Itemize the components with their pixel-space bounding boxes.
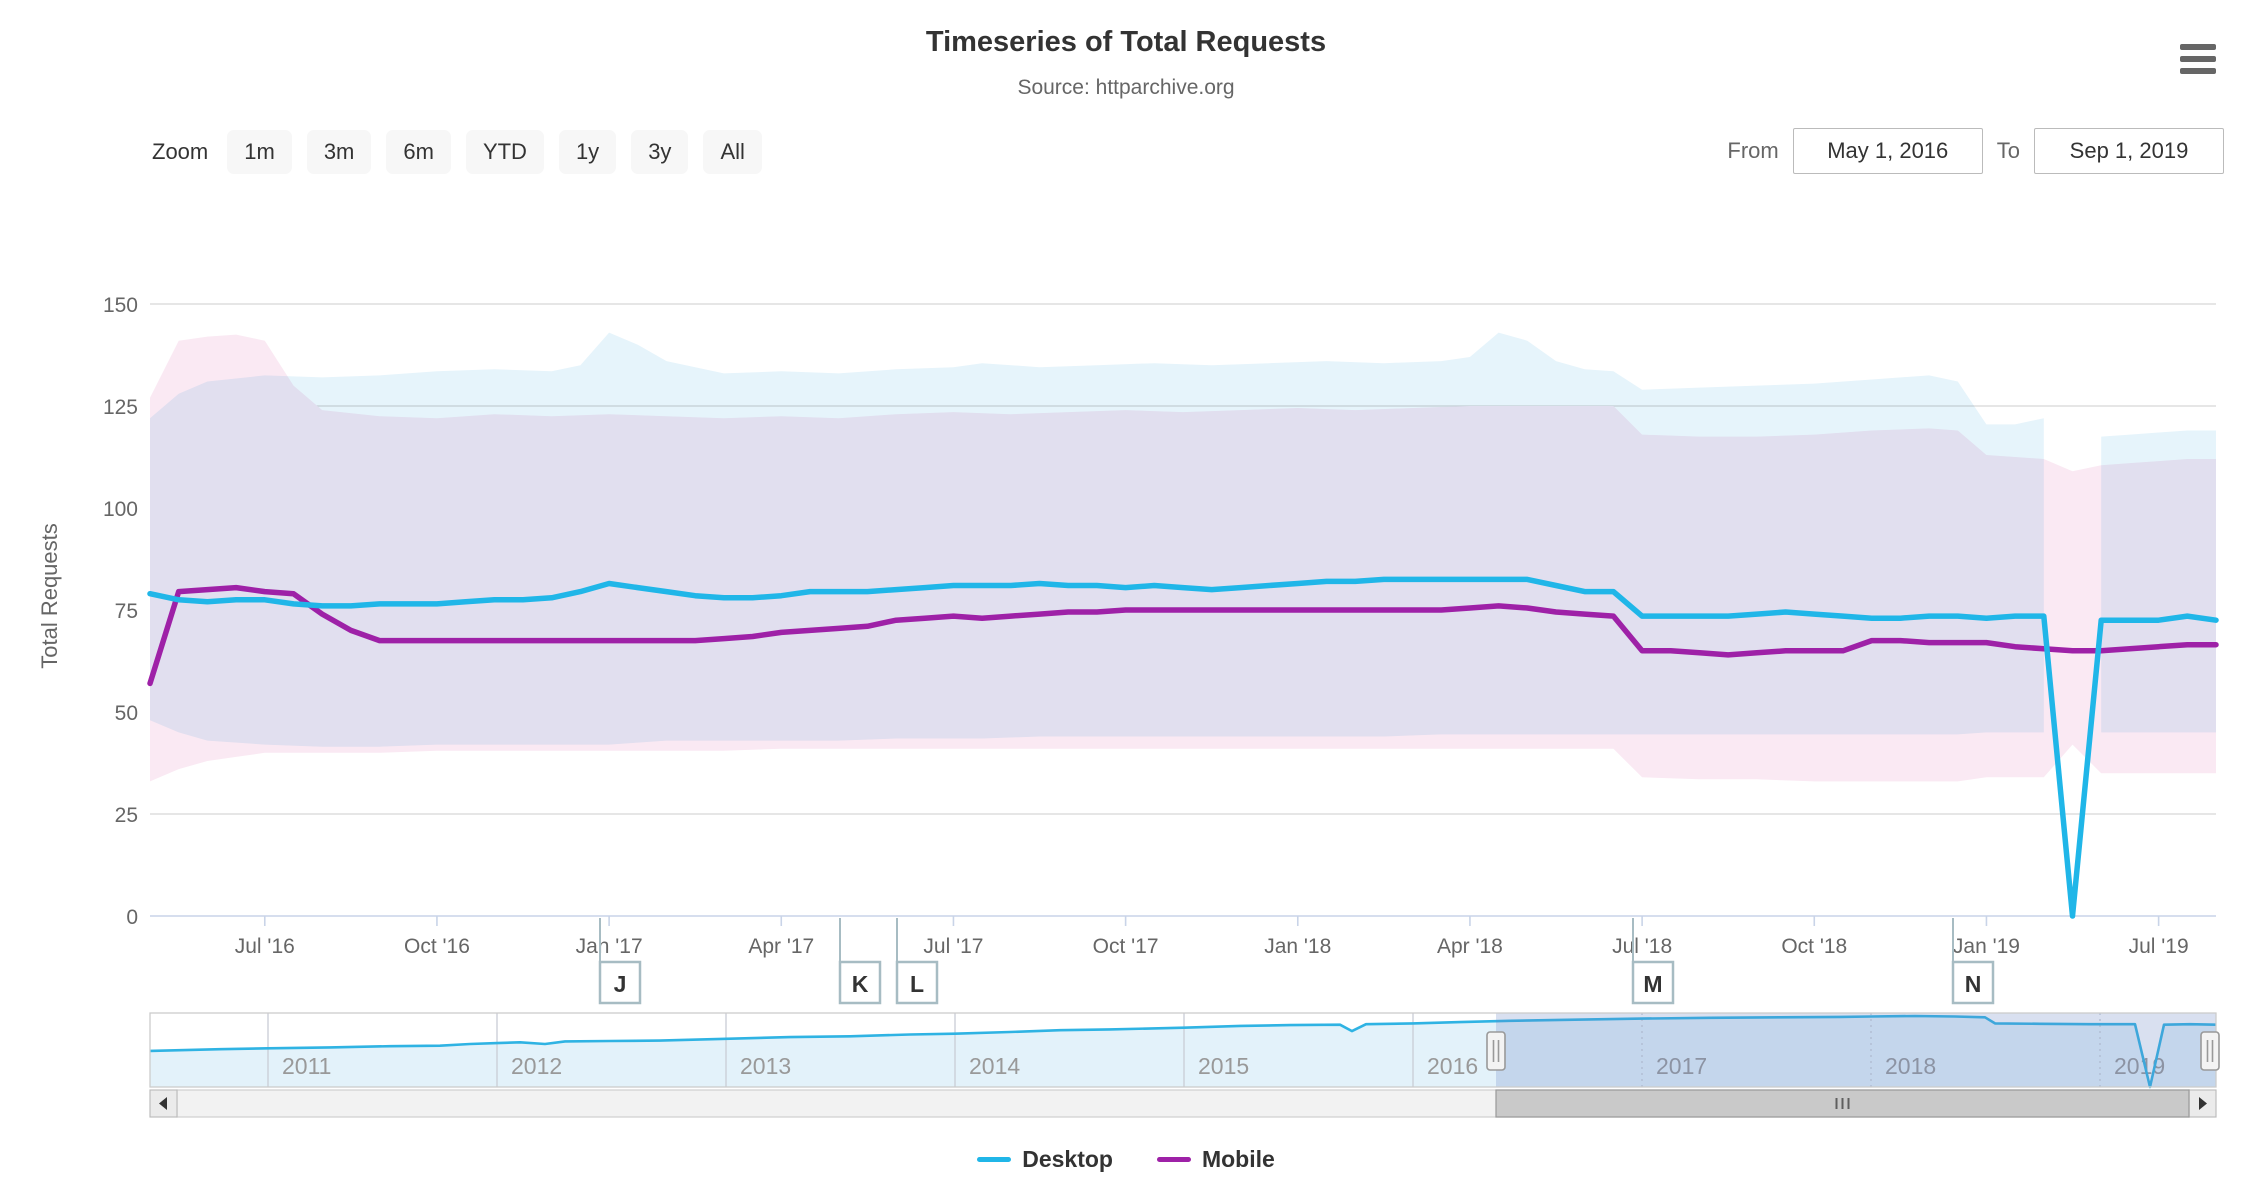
flag-marker-J[interactable]: J: [598, 918, 642, 1005]
flag-label-M: M: [1643, 971, 1662, 997]
navigator-year-label-2012: 2012: [511, 1053, 562, 1079]
zoom-button-6m[interactable]: 6m: [386, 130, 451, 174]
navigator-year-label-2013: 2013: [740, 1053, 791, 1079]
mobile-line[interactable]: [147, 584, 2219, 687]
to-label: To: [1996, 138, 2020, 163]
date-range-row: From To: [1727, 128, 2224, 174]
flag-label-K: K: [852, 971, 869, 997]
from-date-input[interactable]: [1792, 128, 1983, 174]
desktop-line[interactable]: [147, 576, 2219, 919]
legend-label: Mobile: [1201, 1146, 1275, 1172]
desktop-range-band-2: [2101, 430, 2216, 733]
navigator[interactable]: 201120122013201420152016201720182019: [149, 1012, 2220, 1089]
legend-swatch-desktop: [977, 1157, 1012, 1162]
zoom-button-1y[interactable]: 1y: [558, 130, 617, 174]
x-tick-label: Jan '18: [1264, 935, 1331, 958]
x-tick-label: Oct '17: [1093, 935, 1159, 958]
navigator-right-handle[interactable]: [2200, 1031, 2220, 1071]
flag-box-M[interactable]: [1631, 960, 1675, 1005]
y-tick-label-125: 125: [103, 396, 138, 419]
zoom-button-1m[interactable]: 1m: [227, 130, 292, 174]
flag-box-N[interactable]: [1951, 960, 1995, 1005]
flag-marker-N[interactable]: N: [1951, 918, 1995, 1005]
to-date-input[interactable]: [2034, 128, 2224, 174]
x-tick-label: Jan '17: [576, 935, 643, 958]
navigator-year-label-2018: 2018: [1885, 1053, 1936, 1079]
x-tick-label: Oct '16: [404, 935, 470, 958]
y-tick-label-50: 50: [115, 702, 138, 725]
y-axis-title: Total Requests: [37, 523, 62, 669]
flag-label-J: J: [614, 971, 627, 997]
scrollbar-right-arrow-icon: [2199, 1097, 2207, 1110]
x-tick-label: Apr '17: [748, 935, 814, 958]
from-label: From: [1727, 138, 1779, 163]
x-tick-label: Jul '16: [235, 935, 295, 958]
y-tick-label-25: 25: [115, 804, 138, 827]
legend-item-desktop[interactable]: Desktop: [977, 1146, 1113, 1173]
flag-box-L[interactable]: [895, 960, 939, 1005]
chart-legend: Desktop Mobile: [0, 1146, 2252, 1173]
zoom-button-3y[interactable]: 3y: [631, 130, 689, 174]
zoom-button-all[interactable]: All: [703, 130, 762, 174]
navigator-area: [150, 1016, 2216, 1087]
x-tick-label: Apr '18: [1437, 935, 1503, 958]
legend-label: Desktop: [1022, 1146, 1113, 1172]
flag-marker-M[interactable]: M: [1631, 918, 1675, 1005]
hamburger-icon[interactable]: [2180, 42, 2216, 76]
navigator-year-label-2014: 2014: [969, 1053, 1020, 1079]
x-tick-label: Oct '18: [1781, 935, 1847, 958]
y-tick-label-150: 150: [103, 294, 138, 317]
flag-marker-L[interactable]: L: [895, 918, 939, 1005]
zoom-label: Zoom: [152, 139, 209, 164]
scrollbar[interactable]: [149, 1089, 2217, 1118]
scrollbar-left-arrow-icon: [159, 1097, 167, 1110]
handle-grip-box[interactable]: [2200, 1031, 2220, 1071]
range-bands-layer: [150, 332, 2216, 782]
y-tick-label-75: 75: [115, 600, 138, 623]
x-tick-label: Jul '18: [1612, 935, 1672, 958]
flag-box-J[interactable]: [598, 960, 642, 1005]
desktop-range-band-1: [150, 332, 2044, 747]
handle-grip-box[interactable]: [1486, 1031, 1506, 1071]
x-tick-label: Jul '17: [923, 935, 983, 958]
navigator-year-label-2016: 2016: [1427, 1053, 1478, 1079]
navigator-left-handle[interactable]: [1486, 1031, 1506, 1071]
scrollbar-thumb[interactable]: [1495, 1089, 2190, 1118]
y-tick-label-0: 0: [126, 906, 138, 929]
y-tick-label-100: 100: [103, 498, 138, 521]
page-title: Timeseries of Total Requests: [925, 26, 1327, 58]
zoom-button-row: Zoom 1m 3m 6m YTD 1y 3y All: [152, 130, 762, 174]
legend-swatch-mobile: [1156, 1157, 1191, 1162]
flag-label-L: L: [910, 971, 924, 997]
navigator-line: [149, 1014, 2217, 1089]
zoom-button-3m[interactable]: 3m: [306, 130, 372, 174]
legend-item-mobile[interactable]: Mobile: [1156, 1146, 1275, 1173]
navigator-year-label-2017: 2017: [1656, 1053, 1707, 1079]
navigator-year-label-2015: 2015: [1198, 1053, 1249, 1079]
navigator-year-label-2011: 2011: [282, 1053, 331, 1079]
x-tick-label: Jan '19: [1953, 935, 2020, 958]
flag-marker-K[interactable]: K: [838, 918, 882, 1005]
zoom-button-ytd[interactable]: YTD: [465, 130, 544, 174]
chart-subtitle: Source: httparchive.org: [1017, 76, 1235, 99]
flag-label-N: N: [1965, 971, 1982, 997]
flag-box-K[interactable]: [838, 960, 882, 1005]
navigator-selected-mask[interactable]: [1496, 1013, 2216, 1087]
x-tick-label: Jul '19: [2129, 935, 2189, 958]
